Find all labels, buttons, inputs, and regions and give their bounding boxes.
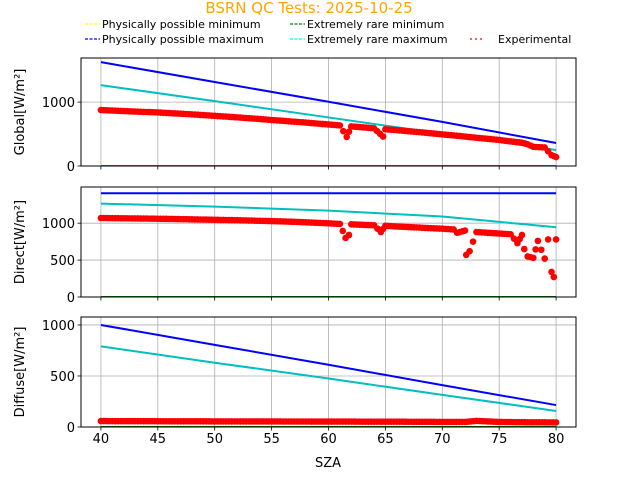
x-tick-label: 50 [206, 432, 223, 447]
line-phys-max [100, 61, 557, 144]
x-tick-label: 45 [150, 432, 167, 447]
panel-direct: 0 500 1000 Direct[W/m²] [13, 186, 577, 306]
panel-global: 0 1000 Global[W/m²] [13, 57, 577, 175]
experimental-point [520, 245, 528, 253]
experimental-point [461, 227, 469, 234]
experimental-point [552, 419, 560, 426]
experimental-point [469, 238, 477, 245]
legend-label: Physically possible minimum [102, 18, 261, 31]
x-tick-label: 70 [434, 432, 451, 447]
y-tick-label: 0 [67, 421, 75, 436]
line-rare-max [100, 345, 557, 412]
experimental-point [532, 246, 539, 253]
experimental-point [537, 246, 545, 254]
x-tick-label: 40 [93, 432, 110, 447]
y-tick-label: 1000 [42, 319, 75, 334]
experimental-point [541, 255, 549, 262]
axes-frame [80, 186, 577, 298]
y-axis-label: Diffuse[W/m²] [13, 327, 28, 418]
experimental-point [336, 122, 344, 129]
y-axis-label: Direct[W/m²] [13, 200, 28, 284]
chart-title: BSRN QC Tests: 2025-10-25 [205, 0, 412, 17]
experimental-point [530, 254, 537, 262]
legend-label: Experimental [498, 33, 571, 46]
plot-area [97, 61, 560, 166]
line-rare-max [100, 202, 557, 229]
experimental-point [339, 227, 347, 235]
y-tick-label: 1000 [42, 96, 75, 111]
experimental-point [534, 237, 542, 245]
experimental-point [345, 231, 353, 239]
plot-area [97, 323, 560, 427]
y-tick-label: 500 [50, 370, 75, 385]
panel-diffuse: 40 45 50 55 60 65 70 75 80 0 500 1000 Diffuse[W/m²] [13, 316, 577, 447]
experimental-point [518, 231, 526, 239]
y-tick-label: 0 [67, 160, 75, 175]
y-tick-label: 0 [67, 291, 75, 306]
y-axis-label: Global[W/m²] [13, 69, 28, 156]
x-tick-label: 80 [548, 432, 565, 447]
y-tick-label: 500 [50, 254, 75, 269]
x-tick-label: 55 [263, 432, 280, 447]
experimental-point [552, 153, 560, 161]
x-tick-label: 65 [377, 432, 394, 447]
line-phys-max [100, 323, 557, 407]
experimental-point [552, 236, 560, 243]
experimental-point [345, 128, 353, 135]
experimental-point [544, 236, 552, 243]
legend-label: Extremely rare maximum [307, 33, 448, 46]
axes-frame [80, 57, 577, 167]
experimental-point [550, 273, 558, 281]
experimental-point [343, 133, 351, 141]
experimental-point [548, 268, 555, 276]
plot-area [97, 192, 560, 297]
x-tick-label: 75 [491, 432, 508, 447]
x-axis-label: SZA [315, 456, 341, 471]
x-tick-label: 60 [320, 432, 337, 447]
experimental-point [339, 127, 347, 135]
legend: Physically possible minimum Extremely rar… [85, 18, 571, 46]
experimental-point [336, 220, 344, 228]
axes-frame [80, 316, 577, 428]
legend-label: Physically possible maximum [102, 33, 264, 46]
y-tick-label: 1000 [42, 217, 75, 232]
experimental-point [379, 133, 387, 140]
legend-label: Extremely rare minimum [307, 18, 444, 31]
experimental-point [466, 247, 473, 255]
